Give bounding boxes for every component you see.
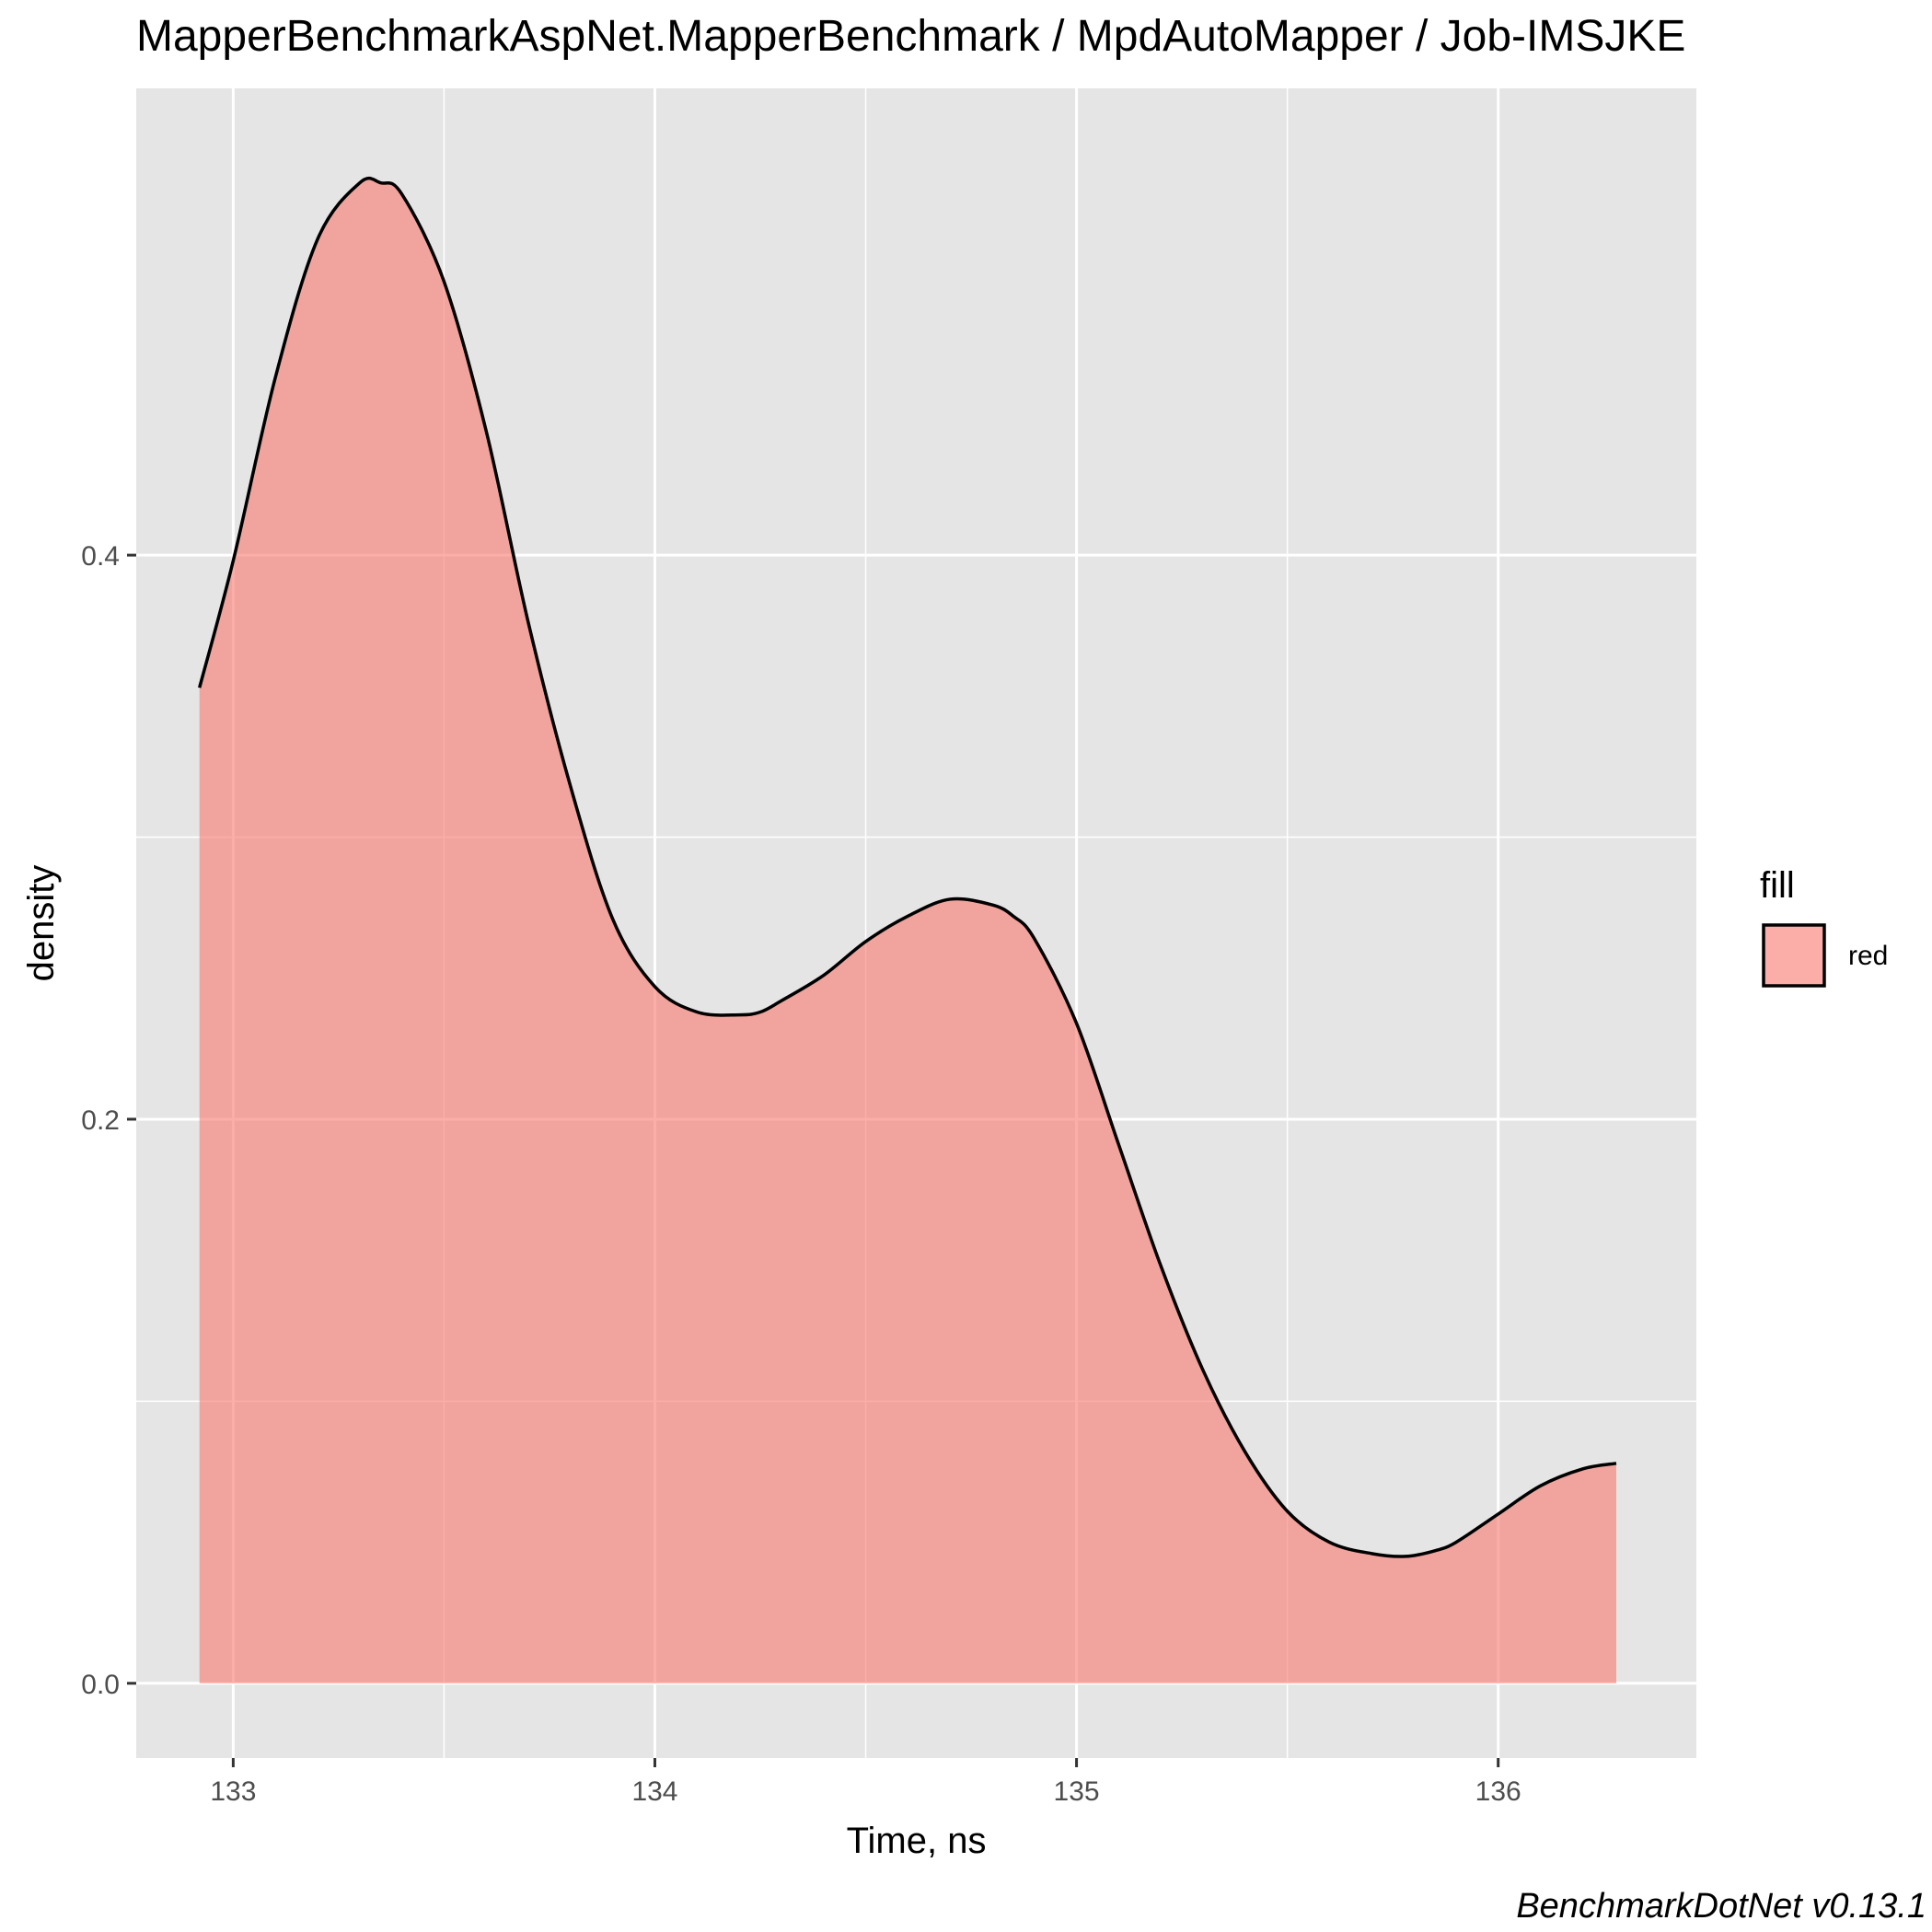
x-tick-label: 135 (1054, 1776, 1100, 1807)
density-curve-line (198, 176, 1617, 1558)
x-tick-label: 133 (210, 1776, 256, 1807)
y-tick-label: 0.4 (81, 541, 120, 572)
y-tick-label: 0.2 (81, 1105, 120, 1136)
chart-title: MapperBenchmarkAspNet.MapperBenchmark / … (136, 12, 1686, 61)
y-axis-title: density (21, 865, 62, 982)
density-area-fill (199, 178, 1616, 1683)
legend: fill red (1760, 865, 1888, 988)
y-axis: 0.0 0.2 0.4 (81, 541, 136, 1700)
y-tick-label: 0.0 (81, 1670, 120, 1700)
caption: BenchmarkDotNet v0.13.1 (1516, 1887, 1926, 1926)
legend-title: fill (1760, 865, 1795, 906)
x-axis-title: Time, ns (847, 1821, 987, 1861)
x-tick-label: 134 (631, 1776, 677, 1807)
legend-key-swatch (1762, 923, 1826, 988)
x-axis: 133 134 135 136 (210, 1758, 1521, 1807)
x-tick-label: 136 (1475, 1776, 1521, 1807)
legend-entry-label: red (1848, 941, 1888, 971)
